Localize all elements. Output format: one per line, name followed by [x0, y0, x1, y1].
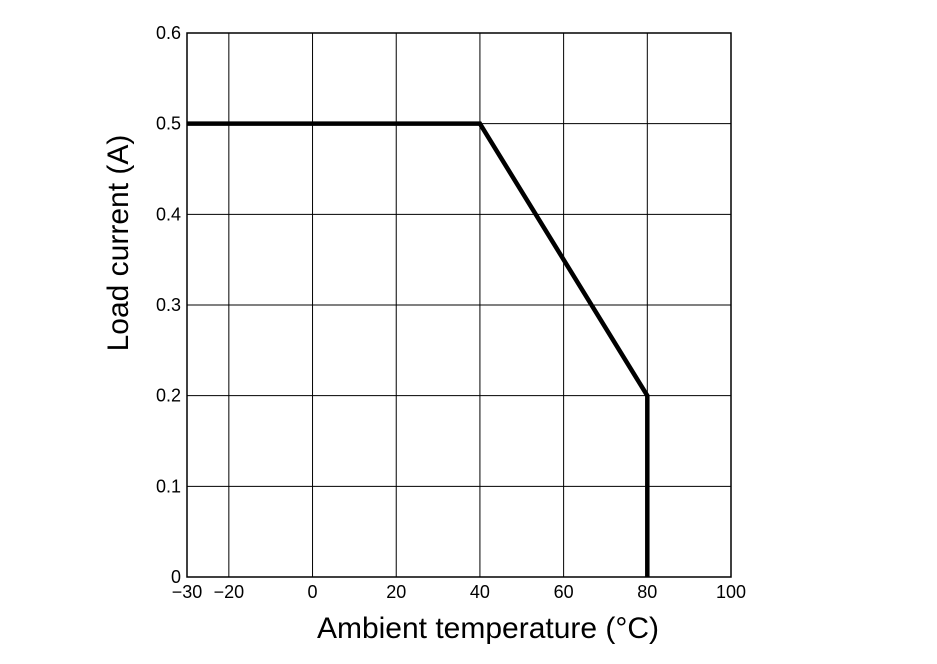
x-tick-label-6: 80 [637, 582, 657, 602]
x-axis-title: Ambient temperature (°C) [317, 612, 659, 645]
plot-area-frame [186, 32, 732, 578]
x-tick-label-2: 0 [308, 582, 318, 602]
x-tick-label-7: 100 [716, 582, 746, 602]
x-axis-tick-labels: −30 −20 0 20 40 60 80 100 [172, 582, 746, 602]
series-layer [187, 121, 650, 577]
y-tick-label-3: 0.3 [156, 295, 181, 315]
x-tick-label-5: 60 [554, 582, 574, 602]
y-tick-label-2: 0.2 [156, 386, 181, 406]
y-tick-label-4: 0.4 [156, 204, 181, 224]
x-tick-label-0: −30 [172, 582, 203, 602]
y-tick-label-1: 0.1 [156, 476, 181, 496]
x-tick-label-3: 20 [386, 582, 406, 602]
x-tick-label-4: 40 [470, 582, 490, 602]
x-tick-label-1: −20 [214, 582, 245, 602]
y-axis-tick-labels: 0 0.1 0.2 0.3 0.4 0.5 0.6 [156, 23, 181, 587]
y-tick-label-6: 0.6 [156, 23, 181, 43]
y-tick-label-0: 0 [171, 567, 181, 587]
y-axis-title: Load current (A) [102, 135, 135, 352]
series-line-0 [187, 121, 650, 577]
y-tick-label-5: 0.5 [156, 114, 181, 134]
